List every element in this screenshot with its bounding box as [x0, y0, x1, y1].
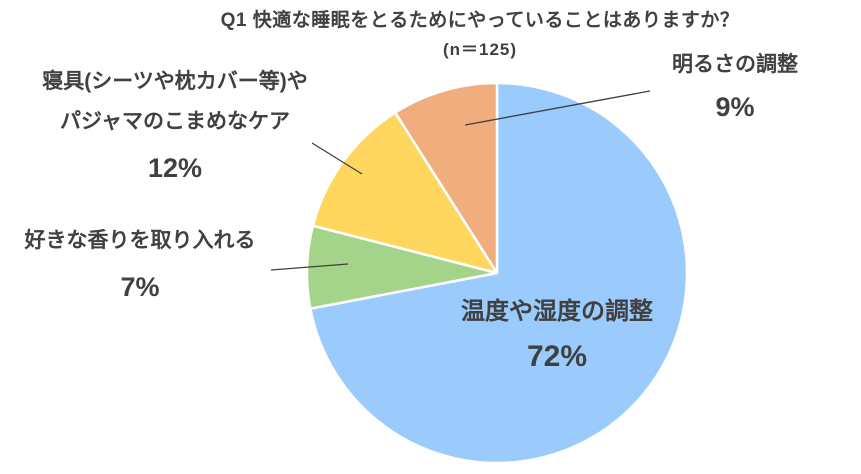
slice-label-line: 寝具(シーツや枕カバー等)や	[42, 70, 308, 93]
pie-slices	[305, 81, 689, 465]
pie-slice-temperature-humidity	[309, 81, 689, 465]
slice-label-line: 明るさの調整	[672, 53, 798, 76]
callout-brightness: 明るさの調整 9%	[615, 52, 855, 124]
sample-size-note: (n＝125)	[442, 40, 518, 59]
callout-bedding-pajama-care: 寝具(シーツや枕カバー等)や パジャマのこまめなケア 12%	[15, 62, 335, 185]
leader-line-brightness	[464, 90, 651, 126]
chart-header: Q1 快適な睡眠をとるためにやっていることはありますか？ (n＝125)	[100, 8, 860, 61]
slice-percent-label: 9%	[715, 92, 755, 122]
slice-percent-label: 72%	[526, 340, 588, 373]
slice-label-line: 好きな香りを取り入れる	[24, 229, 256, 252]
slice-label-line: パジャマのこまめなケア	[60, 110, 290, 133]
slice-label-line: 温度や湿度の調整	[461, 298, 653, 325]
pie-slice-bedding-pajama-care	[311, 111, 499, 275]
callout-temperature-humidity: 温度や湿度の調整 72%	[437, 296, 677, 377]
slice-percent-label: 12%	[147, 153, 203, 183]
callout-scent: 好きな香りを取り入れる 7%	[10, 228, 270, 304]
pie-slice-brightness	[393, 81, 499, 275]
leader-lines	[270, 90, 651, 271]
leader-line-bedding	[311, 142, 363, 175]
chart-title: Q1 快適な睡眠をとるためにやっていることはありますか？	[220, 10, 740, 31]
slice-percent-label: 7%	[120, 272, 160, 302]
leader-line-scent	[270, 263, 349, 271]
